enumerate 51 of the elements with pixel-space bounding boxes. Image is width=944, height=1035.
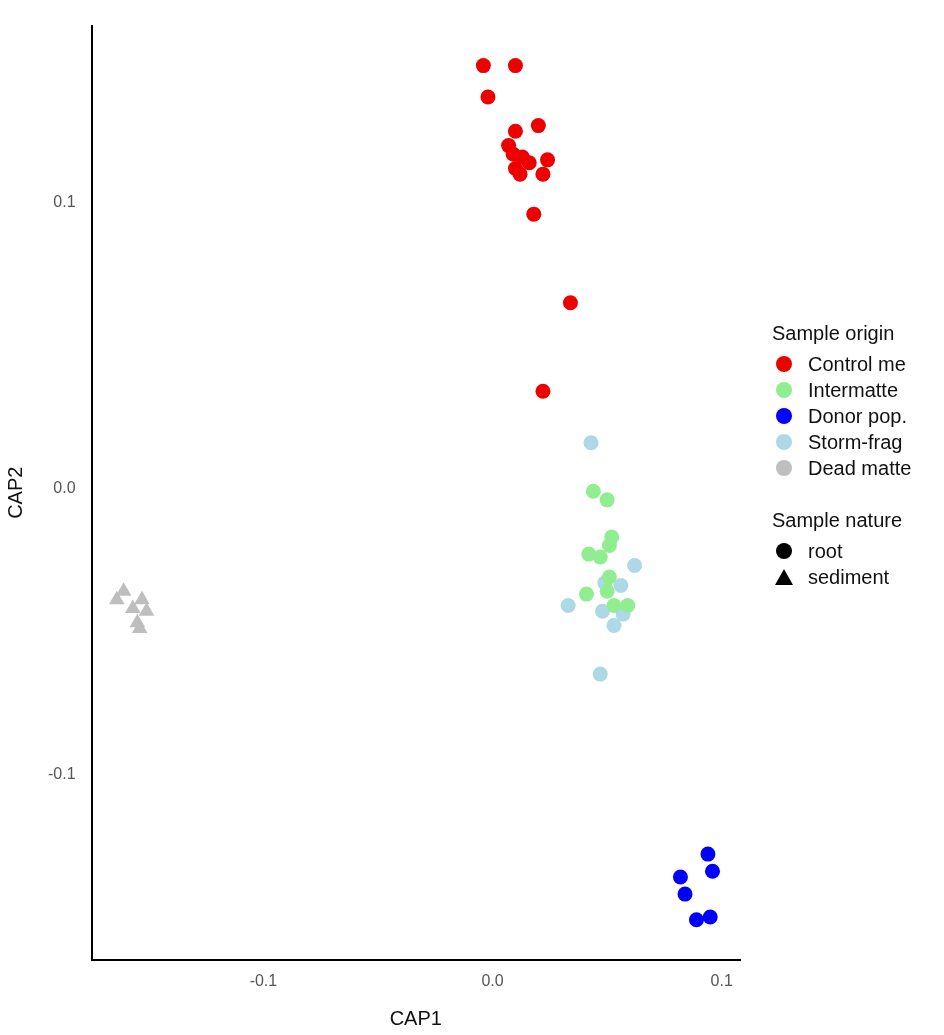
- point: [592, 549, 608, 565]
- point: [595, 603, 611, 619]
- point: [560, 598, 576, 614]
- legend-label: Storm-frag: [808, 430, 903, 454]
- point: [562, 295, 578, 311]
- point: [585, 483, 601, 499]
- point: [606, 618, 622, 634]
- point: [540, 152, 556, 168]
- point: [601, 569, 617, 585]
- legend-label: Donor pop.: [808, 404, 907, 428]
- x-tick-label: 0.1: [710, 971, 733, 989]
- point: [620, 598, 636, 614]
- point: [700, 846, 716, 862]
- point: [507, 58, 523, 74]
- point: [521, 155, 537, 171]
- y-tick-label: 0.0: [53, 478, 76, 496]
- point: [507, 123, 523, 139]
- point: [599, 492, 615, 508]
- point: [599, 583, 615, 599]
- legend-label: Intermatte: [808, 378, 899, 402]
- y-tick-label: -0.1: [47, 764, 76, 782]
- point: [535, 383, 551, 399]
- legend-title: Sample origin: [772, 322, 896, 345]
- point: [613, 578, 629, 594]
- point: [672, 869, 688, 885]
- point: [530, 118, 546, 134]
- point: [526, 206, 542, 222]
- point: [583, 435, 599, 451]
- point: [480, 89, 496, 105]
- text: sediment: [808, 565, 890, 589]
- legend-label: Dead matte: [808, 456, 912, 480]
- point: [592, 666, 608, 682]
- point: [475, 58, 491, 74]
- legend-label: Control me: [808, 352, 906, 376]
- point: [601, 538, 617, 554]
- point: [627, 558, 643, 574]
- point: [702, 909, 718, 925]
- text: root: [808, 539, 843, 563]
- x-tick-label: 0.0: [481, 971, 504, 989]
- y-tick-label: 0.1: [53, 193, 76, 211]
- point: [705, 863, 721, 879]
- point: [578, 586, 594, 602]
- point: [677, 886, 693, 902]
- point: [688, 912, 704, 928]
- x-tick-label: -0.1: [249, 971, 278, 989]
- point: [606, 598, 622, 614]
- y-axis-title: CAP2: [3, 466, 26, 519]
- x-axis-title: CAP1: [389, 1006, 442, 1029]
- point: [512, 166, 528, 182]
- text: Sample nature: [772, 509, 904, 532]
- point: [535, 166, 551, 182]
